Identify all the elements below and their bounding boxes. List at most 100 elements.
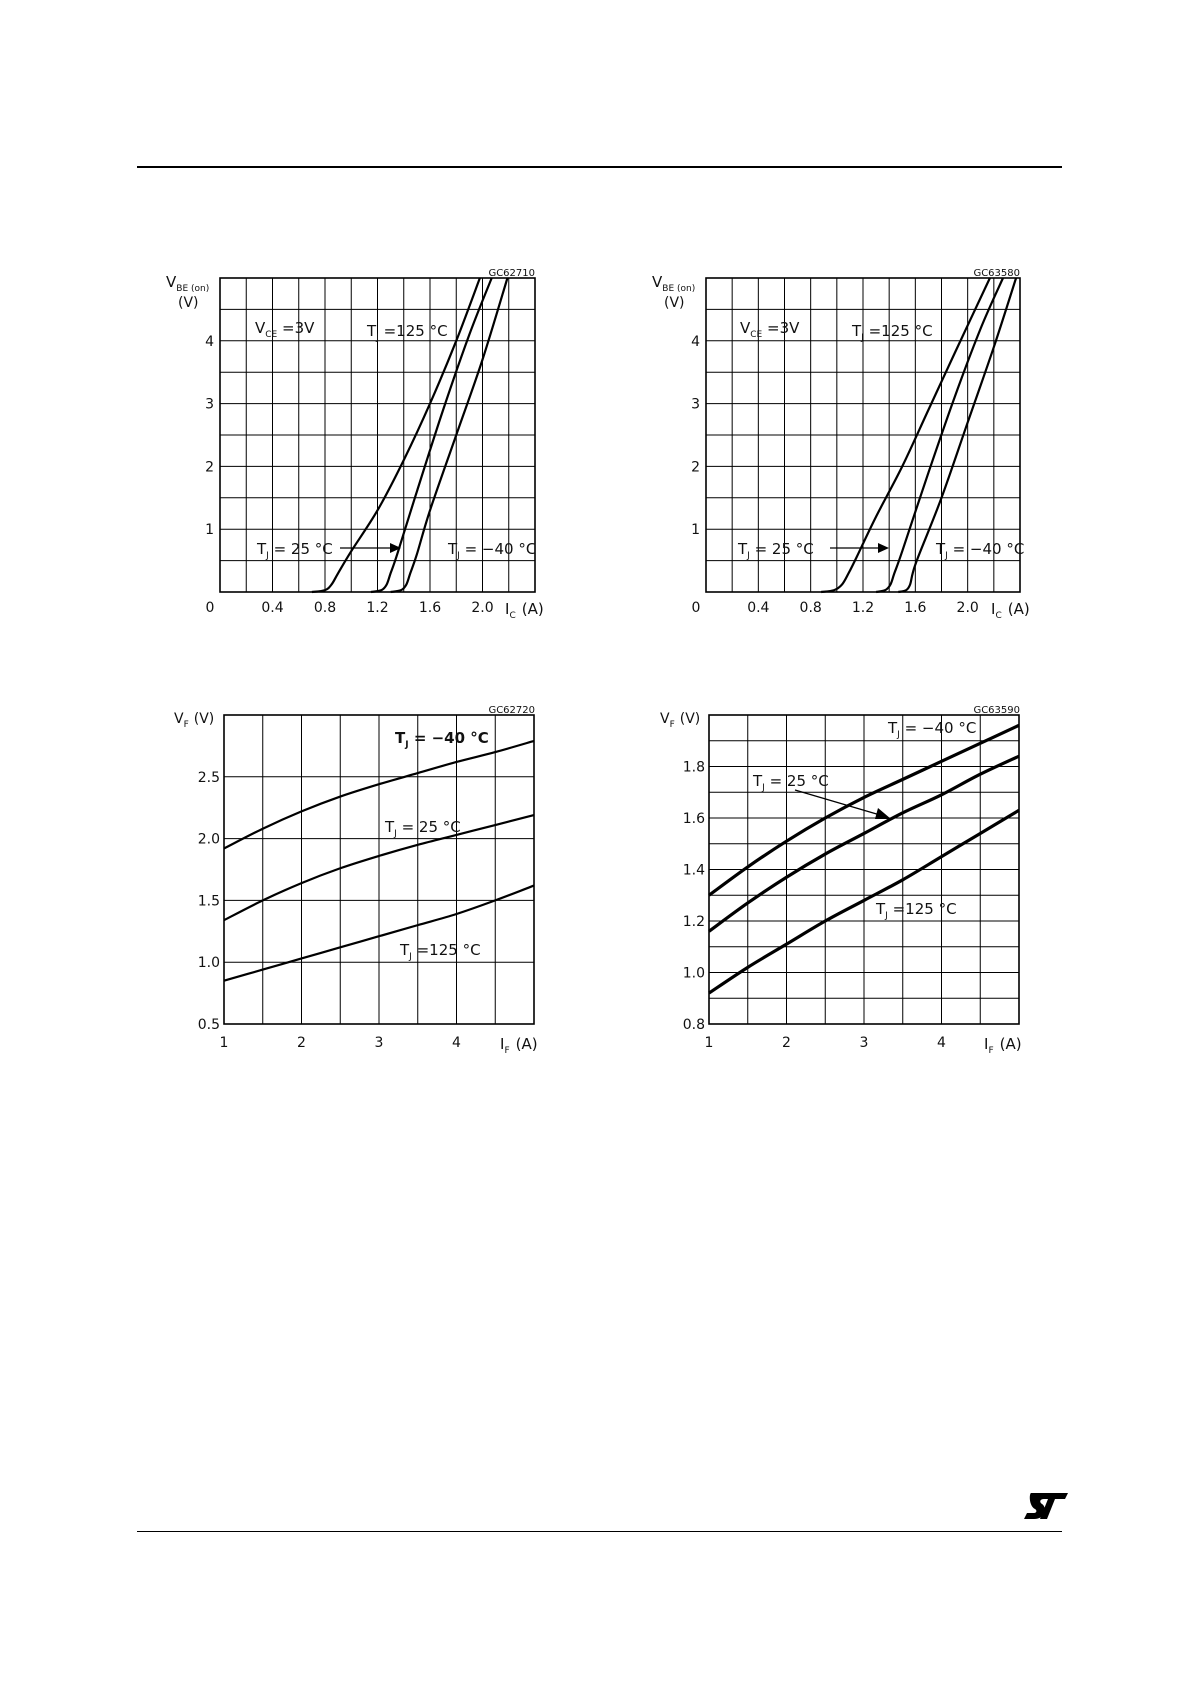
x-axis-label: I	[500, 1035, 504, 1053]
series-line-1	[223, 814, 535, 922]
series-line-2	[898, 277, 1018, 594]
y-axis-label-sub: BE (on)	[176, 284, 209, 294]
annotation-tj-25: TJ = 25 °C	[737, 540, 814, 561]
series-line-1	[370, 277, 493, 594]
plot-frame	[708, 714, 1020, 1025]
chart-grid	[223, 714, 535, 1025]
x-tick-label: 1.6	[904, 600, 926, 616]
x-tick-label: 3	[860, 1035, 869, 1051]
x-axis-label-sub: C	[509, 611, 515, 621]
y-tick-label: 1.6	[683, 811, 705, 827]
y-tick-labels: 1 2 3 4	[205, 334, 214, 538]
y-tick-label: 1.5	[198, 893, 220, 909]
x-tick-label: 3	[375, 1035, 384, 1051]
x-tick-label: 0.4	[747, 600, 769, 616]
svg-text:VBE (on): VBE (on)	[166, 273, 209, 294]
series-line-1	[875, 277, 1004, 594]
svg-text:VF(V): VF (V)	[174, 711, 214, 730]
annotation-tj-25: TJ = 25 °C	[256, 540, 333, 561]
annotation-tj-minus40: TJ = −40 °C	[395, 729, 489, 750]
x-tick-labels: 1 2 3 4	[705, 1035, 947, 1051]
x-axis-label: I	[505, 600, 509, 618]
y-axis-label: V	[166, 273, 177, 291]
series-line-0	[820, 277, 991, 594]
x-tick-labels: 1 2 3 4	[220, 1035, 462, 1051]
y-tick-labels: 1 2 3 4	[691, 334, 700, 538]
x-tick-label: 4	[937, 1035, 946, 1051]
annotation-arrow	[830, 543, 889, 553]
y-tick-label: 2	[691, 459, 700, 475]
x-tick-label: 0.4	[261, 600, 283, 616]
svg-text:IF(A): IF (A)	[984, 1035, 1022, 1056]
chart-curves	[820, 277, 1018, 594]
y-axis-label: V	[174, 711, 184, 727]
annotation-arrow	[340, 543, 401, 553]
x-tick-label: 2	[297, 1035, 306, 1051]
chart-code: GC63580	[973, 268, 1020, 279]
annotation-tj-125: TJ =125 °C	[366, 322, 448, 343]
chart-curves	[223, 739, 535, 982]
y-axis-label: V	[652, 273, 663, 291]
series-line-2	[708, 808, 1020, 995]
y-tick-labels: 0.5 1.0 1.5 2.0 2.5	[198, 770, 220, 1033]
x-tick-label: 2.0	[471, 600, 493, 616]
series-line-0	[708, 723, 1020, 897]
y-axis-unit: (V)	[178, 295, 199, 311]
svg-text:IC(A): IC (A)	[505, 600, 544, 621]
y-tick-label: 4	[205, 334, 214, 350]
y-tick-label: 2.0	[198, 832, 220, 848]
y-axis-label-sub: F	[670, 720, 675, 730]
y-tick-label: 1.0	[198, 955, 220, 971]
y-tick-labels: 0.8 1.0 1.2 1.4 1.6 1.8	[683, 760, 705, 1034]
x-tick-labels: 0 0.4 0.8 1.2 1.6 2.0	[692, 600, 979, 616]
chart-code: GC62720	[488, 705, 535, 716]
y-tick-label: 1.8	[683, 760, 705, 776]
annotation-tj-minus40: TJ = −40 °C	[887, 719, 976, 740]
x-tick-label: 1	[220, 1035, 229, 1051]
svg-text:IC(A): IC (A)	[991, 600, 1030, 621]
series-line-2	[223, 884, 535, 982]
annotation-tj-125: TJ =125 °C	[875, 900, 957, 921]
chart-curves	[708, 723, 1020, 995]
annotation-tj-25: TJ = 25 °C	[384, 818, 461, 839]
annotation-arrow	[794, 789, 891, 819]
y-axis-label-sub: BE (on)	[662, 284, 695, 294]
chart-grid	[219, 277, 536, 593]
svg-text:IF(A): IF (A)	[500, 1035, 538, 1056]
y-axis-unit: (V)	[680, 711, 701, 727]
annotation-tj-125: TJ =125 °C	[851, 322, 933, 343]
st-logo	[1024, 1493, 1068, 1519]
x-axis-label: I	[991, 600, 995, 618]
series-line-0	[223, 739, 535, 850]
chart-code: GC63590	[973, 705, 1020, 716]
x-tick-label: 2	[782, 1035, 791, 1051]
chart-grid	[705, 277, 1021, 593]
svg-text:VF(V): VF (V)	[660, 711, 700, 730]
chart-curves	[311, 277, 509, 594]
x-tick-label: 0.8	[314, 600, 336, 616]
y-tick-label: 3	[205, 397, 214, 413]
y-tick-label: 1.2	[683, 914, 705, 930]
x-tick-label: 1.2	[366, 600, 388, 616]
y-tick-label: 0.5	[198, 1017, 220, 1033]
x-axis-unit: (A)	[516, 1035, 538, 1053]
series-line-1	[708, 754, 1020, 933]
plot-frame	[705, 277, 1021, 593]
annotation-tj-25: TJ = 25 °C	[752, 772, 829, 793]
y-tick-label: 3	[691, 397, 700, 413]
annotation-tj-125: TJ =125 °C	[399, 941, 481, 962]
y-axis-unit: (V)	[664, 295, 685, 311]
annotation-vce: VCE =3V	[740, 319, 800, 340]
x-axis-unit: (A)	[1008, 600, 1030, 618]
y-tick-label: 1.4	[683, 863, 705, 879]
plot-frame	[223, 714, 535, 1025]
x-axis-label-sub: C	[995, 611, 1001, 621]
series-line-2	[390, 277, 509, 594]
x-tick-label: 0	[692, 600, 701, 616]
x-axis-label-sub: F	[504, 1046, 509, 1056]
annotation-tj-minus40: TJ = −40 °C	[447, 540, 536, 561]
x-axis-label: I	[984, 1035, 988, 1053]
header-rule	[137, 166, 1062, 168]
